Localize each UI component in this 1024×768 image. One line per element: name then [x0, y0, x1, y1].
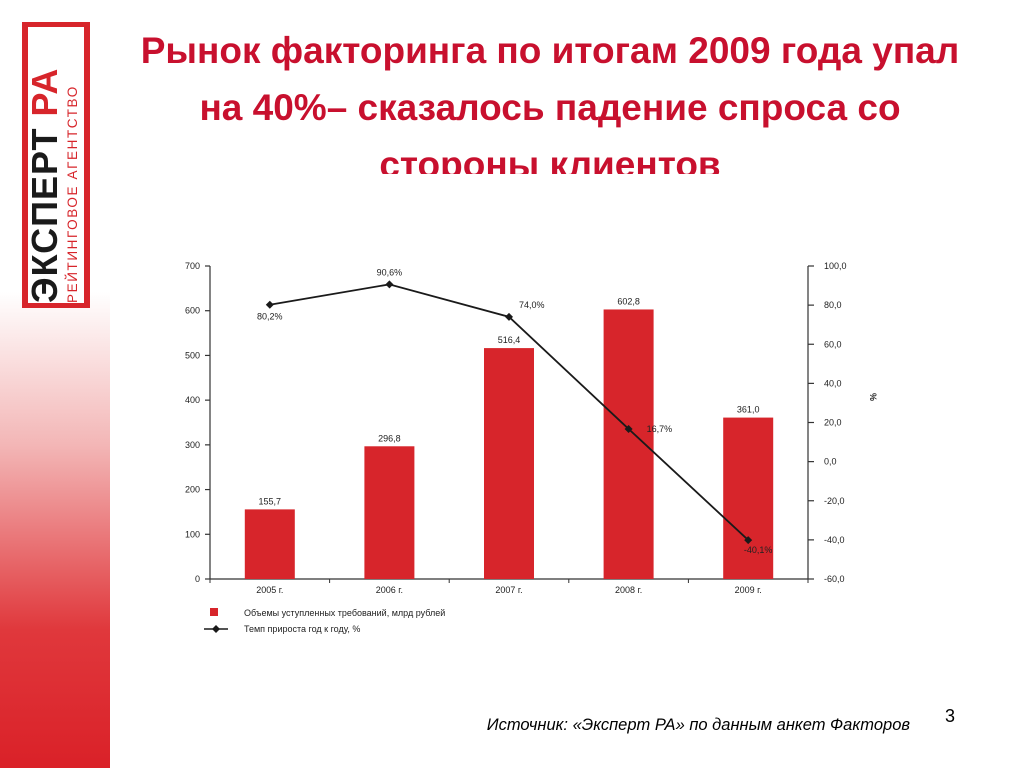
legend-bar-label: Объемы уступленных требований, млрд рубл… [244, 608, 445, 618]
x-axis-category-label: 2007 г. [495, 585, 522, 595]
x-axis-category-label: 2009 г. [735, 585, 762, 595]
bar-value-label: 516,4 [498, 335, 521, 345]
right-axis-tick-label: 60,0 [824, 339, 842, 349]
left-axis-tick-label: 400 [185, 395, 200, 405]
growth-rate-marker [385, 280, 394, 289]
bar-2007 [484, 348, 534, 579]
right-axis-tick-label: -20,0 [824, 496, 845, 506]
plot-area: 0 100 200 300 400 500 600 700 -60,0 -40,0 -20,0 0,0… [185, 261, 878, 634]
page-number: 3 [945, 706, 956, 726]
growth-rate-label: -40,1% [744, 545, 773, 555]
left-axis-tick-label: 300 [185, 440, 200, 450]
bar-value-label: 296,8 [378, 433, 401, 443]
right-axis-tick-label: 100,0 [824, 261, 847, 271]
bar-value-label: 361,0 [737, 405, 760, 415]
bar-value-label: 602,8 [617, 296, 640, 306]
left-axis-tick-label: 500 [185, 350, 200, 360]
growth-rate-label: 74,0% [519, 300, 545, 310]
slide-title: Рынок факторинга по итогам 2009 года упа… [140, 30, 960, 174]
left-axis-tick-label: 700 [185, 261, 200, 271]
source-note: Источник: «Эксперт РА» по данным анкет Ф… [486, 716, 910, 734]
left-axis-tick-label: 600 [185, 306, 200, 316]
right-axis-tick-label: -60,0 [824, 574, 845, 584]
logo-brand-text: ЭКСПЕРТ РА [24, 27, 65, 303]
logo-tagline: РЕЙТИНГОВОЕ АГЕНТСТВО [65, 85, 80, 303]
bar-value-label: 155,7 [259, 496, 282, 506]
bar-2005 [244, 509, 295, 579]
right-axis-tick-label: 80,0 [824, 300, 842, 310]
logo-inner [28, 27, 84, 303]
growth-rate-marker [624, 424, 633, 433]
right-axis-tick-label: 40,0 [824, 378, 842, 388]
growth-rate-label: 80,2% [257, 312, 283, 322]
logo-brand-accent: РА [24, 67, 65, 117]
legend-line-marker [212, 625, 220, 633]
logo-brand: ЭКСПЕРТ [24, 127, 65, 303]
legend-bar-swatch [210, 608, 218, 616]
growth-rate-marker [265, 300, 274, 309]
factoring-market-chart: 0 100 200 300 400 500 600 700 -60,0 -40,0 -20,0 0,0… [185, 261, 878, 634]
right-axis-label: % [868, 393, 878, 401]
left-axis-tick-label: 0 [195, 574, 200, 584]
x-axis-category-label: 2008 г. [615, 585, 642, 595]
right-axis-tick-label: 0,0 [824, 457, 837, 467]
growth-rate-marker [505, 312, 513, 321]
growth-rate-marker [744, 536, 753, 545]
right-axis-tick-label: -40,0 [824, 535, 845, 545]
growth-rate-label: 16,7% [647, 424, 673, 434]
x-axis-category-label: 2006 г. [376, 585, 403, 595]
left-axis-tick-label: 100 [185, 529, 200, 539]
x-axis-category-label: 2005 г. [256, 585, 283, 595]
left-axis-tick-label: 200 [185, 485, 200, 495]
bar-2009 [723, 417, 774, 579]
legend-line-label: Темп прироста год к году, % [244, 624, 360, 634]
right-axis-tick-label: 20,0 [824, 418, 842, 428]
growth-rate-label: 90,6% [377, 267, 403, 277]
expert-ra-logo: ЭКСПЕРТ РА РЕЙТИНГОВОЕ АГЕНТСТВО [22, 22, 90, 308]
bar-2006 [364, 446, 415, 579]
